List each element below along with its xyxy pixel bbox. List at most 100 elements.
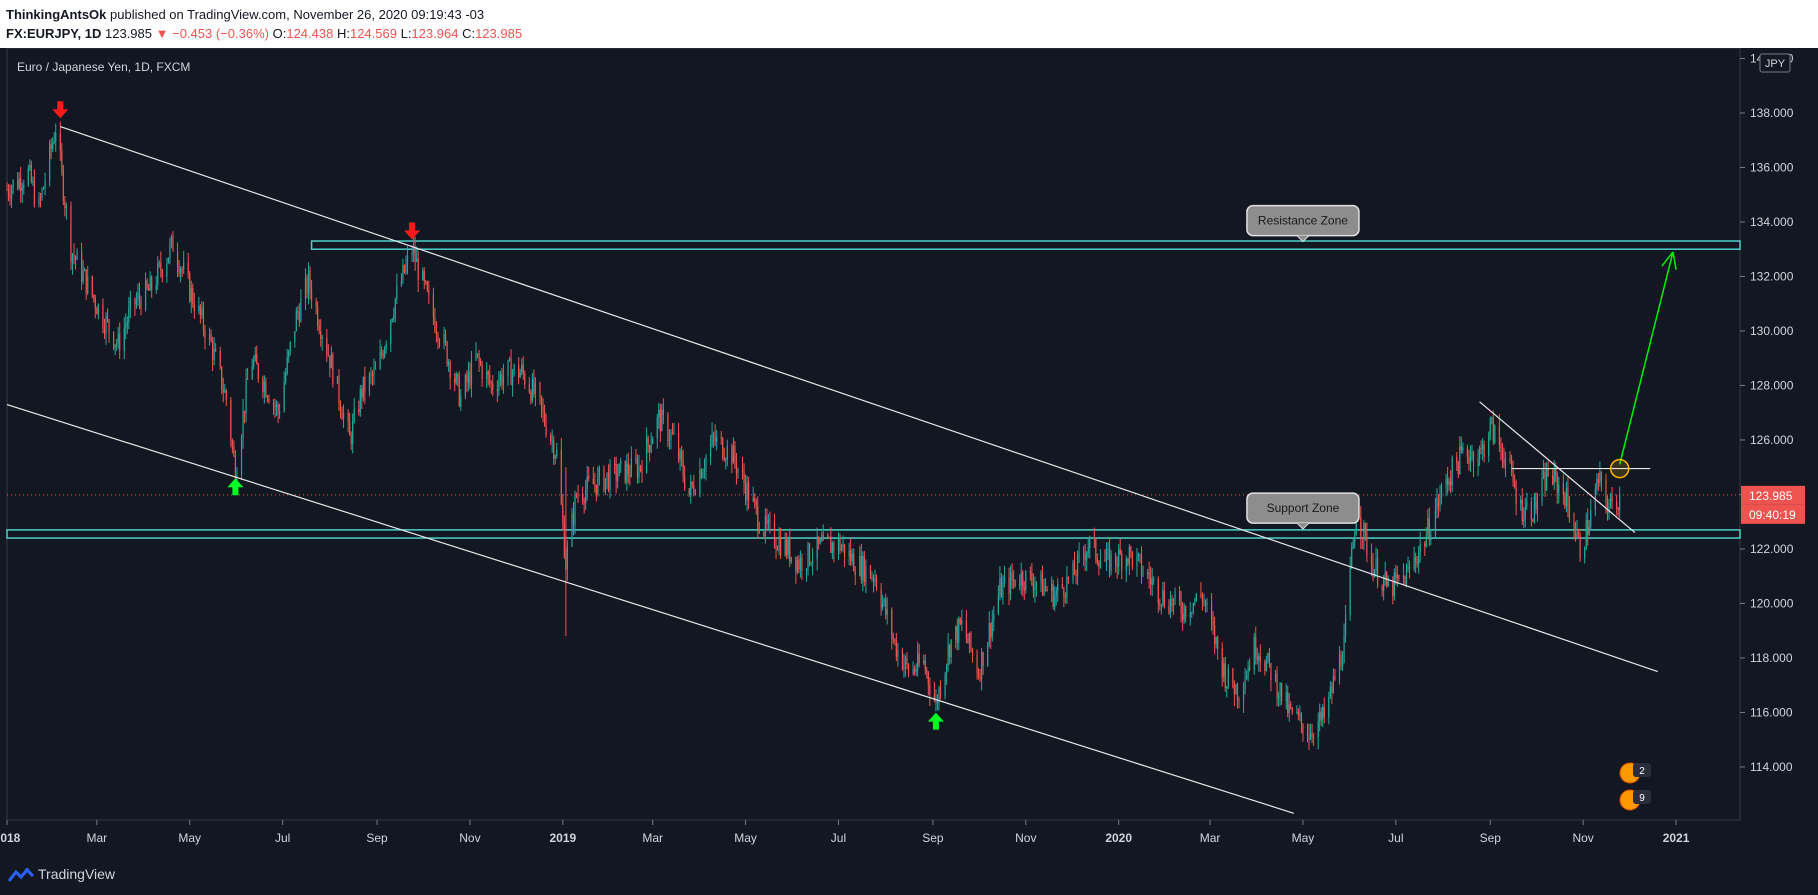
candle-body	[384, 347, 386, 357]
candle-body	[106, 316, 109, 320]
channel-upper-line	[60, 126, 1658, 673]
green-arrow-up-icon	[927, 712, 944, 730]
currency-badge-text: JPY	[1765, 58, 1786, 70]
candle-body	[752, 497, 754, 502]
candle-body	[1413, 557, 1415, 569]
candle-body	[1204, 600, 1207, 606]
candle-body	[885, 599, 887, 615]
candle-body	[554, 456, 556, 459]
candle-body	[1288, 704, 1290, 714]
candle-body	[1418, 552, 1420, 565]
candle-body	[1320, 711, 1322, 720]
candle-body	[1116, 564, 1118, 567]
x-tick-label: Mar	[1200, 831, 1221, 845]
candle-body	[688, 488, 690, 495]
y-tick-label: 116.000	[1750, 705, 1793, 719]
candle-body	[277, 404, 279, 414]
candle-body	[656, 417, 658, 439]
y-tick-label: 134.000	[1750, 215, 1794, 229]
candle-body	[1526, 501, 1528, 507]
candle-body	[149, 277, 151, 291]
candle-body	[933, 694, 936, 701]
candle-body	[1002, 582, 1004, 598]
candle-body	[1160, 604, 1162, 606]
candle-body	[222, 389, 224, 393]
candle-body	[85, 269, 87, 294]
candle-body	[764, 516, 766, 537]
x-tick-label: Nov	[459, 831, 480, 845]
candle-body	[294, 331, 296, 343]
candle-body	[1159, 602, 1161, 605]
candle-body	[658, 409, 660, 418]
candle-body	[457, 374, 459, 377]
candle-body	[821, 539, 823, 541]
candle-body	[1066, 576, 1068, 597]
candle-body	[1169, 598, 1172, 614]
candle-body	[1300, 713, 1303, 724]
candle-body	[518, 364, 520, 378]
candle-body	[1384, 572, 1386, 580]
candle-body	[748, 482, 750, 502]
candle-body	[1115, 553, 1117, 565]
x-tick-label: May	[1292, 831, 1315, 845]
candle-body	[585, 489, 587, 504]
candle-body	[10, 188, 13, 199]
candle-body	[1308, 736, 1310, 740]
candle-body	[1500, 444, 1502, 449]
candle-body	[624, 460, 626, 483]
candle-body	[374, 368, 377, 370]
candle-body	[1041, 572, 1044, 596]
candle-body	[1355, 516, 1357, 536]
candle-body	[1099, 560, 1102, 568]
candle-body	[119, 333, 121, 351]
author-name[interactable]: ThinkingAntsOk	[6, 7, 107, 22]
candle-body	[508, 358, 511, 361]
price-chart[interactable]: Resistance Zone Support Zone 2 9 Euro / Jap…	[0, 48, 1818, 855]
candle-body	[1182, 613, 1184, 620]
candle-body	[496, 389, 498, 391]
chart-title: Euro / Japanese Yen, 1D, FXCM	[17, 60, 190, 74]
candle-body	[798, 560, 800, 570]
candle-body	[1137, 554, 1140, 556]
candle-body	[662, 409, 664, 416]
candle-body	[1334, 676, 1336, 681]
candle-body	[1606, 502, 1609, 514]
candle-body	[991, 619, 993, 638]
candle-body	[76, 251, 78, 260]
candle-body	[1494, 425, 1496, 443]
candle-body	[971, 649, 974, 656]
candle-body	[370, 373, 372, 375]
candle-body	[917, 653, 919, 671]
tradingview-brand[interactable]: TradingView	[38, 866, 116, 882]
candle-body	[1031, 572, 1033, 583]
candle-body	[257, 364, 259, 379]
candle-body	[647, 437, 649, 446]
candle-body	[29, 164, 31, 169]
candle-body	[882, 602, 884, 608]
candle-body	[702, 472, 704, 478]
candle-body	[639, 465, 642, 468]
candle-body	[571, 513, 573, 547]
candle-body	[1130, 546, 1132, 553]
candle-body	[575, 495, 578, 497]
y-tick-label: 118.000	[1750, 651, 1793, 665]
local-trendline	[1479, 401, 1636, 534]
candle-body	[614, 463, 616, 465]
candle-body	[208, 334, 211, 340]
candle-body	[542, 406, 544, 411]
y-tick-label: 132.000	[1750, 269, 1794, 283]
candle-body	[1276, 673, 1278, 699]
candle-body	[338, 376, 340, 404]
candle-body	[562, 504, 564, 523]
candle-body	[1194, 600, 1196, 603]
candle-body	[1331, 686, 1333, 693]
candle-body	[1439, 496, 1441, 507]
candle-body	[137, 293, 139, 300]
candle-body	[97, 304, 99, 315]
candle-body	[1341, 662, 1344, 666]
candle-body	[84, 269, 86, 271]
candle-body	[422, 270, 424, 281]
candle-body	[230, 400, 232, 442]
tradingview-logo-icon[interactable]	[8, 867, 34, 883]
candle-body	[1306, 734, 1309, 737]
